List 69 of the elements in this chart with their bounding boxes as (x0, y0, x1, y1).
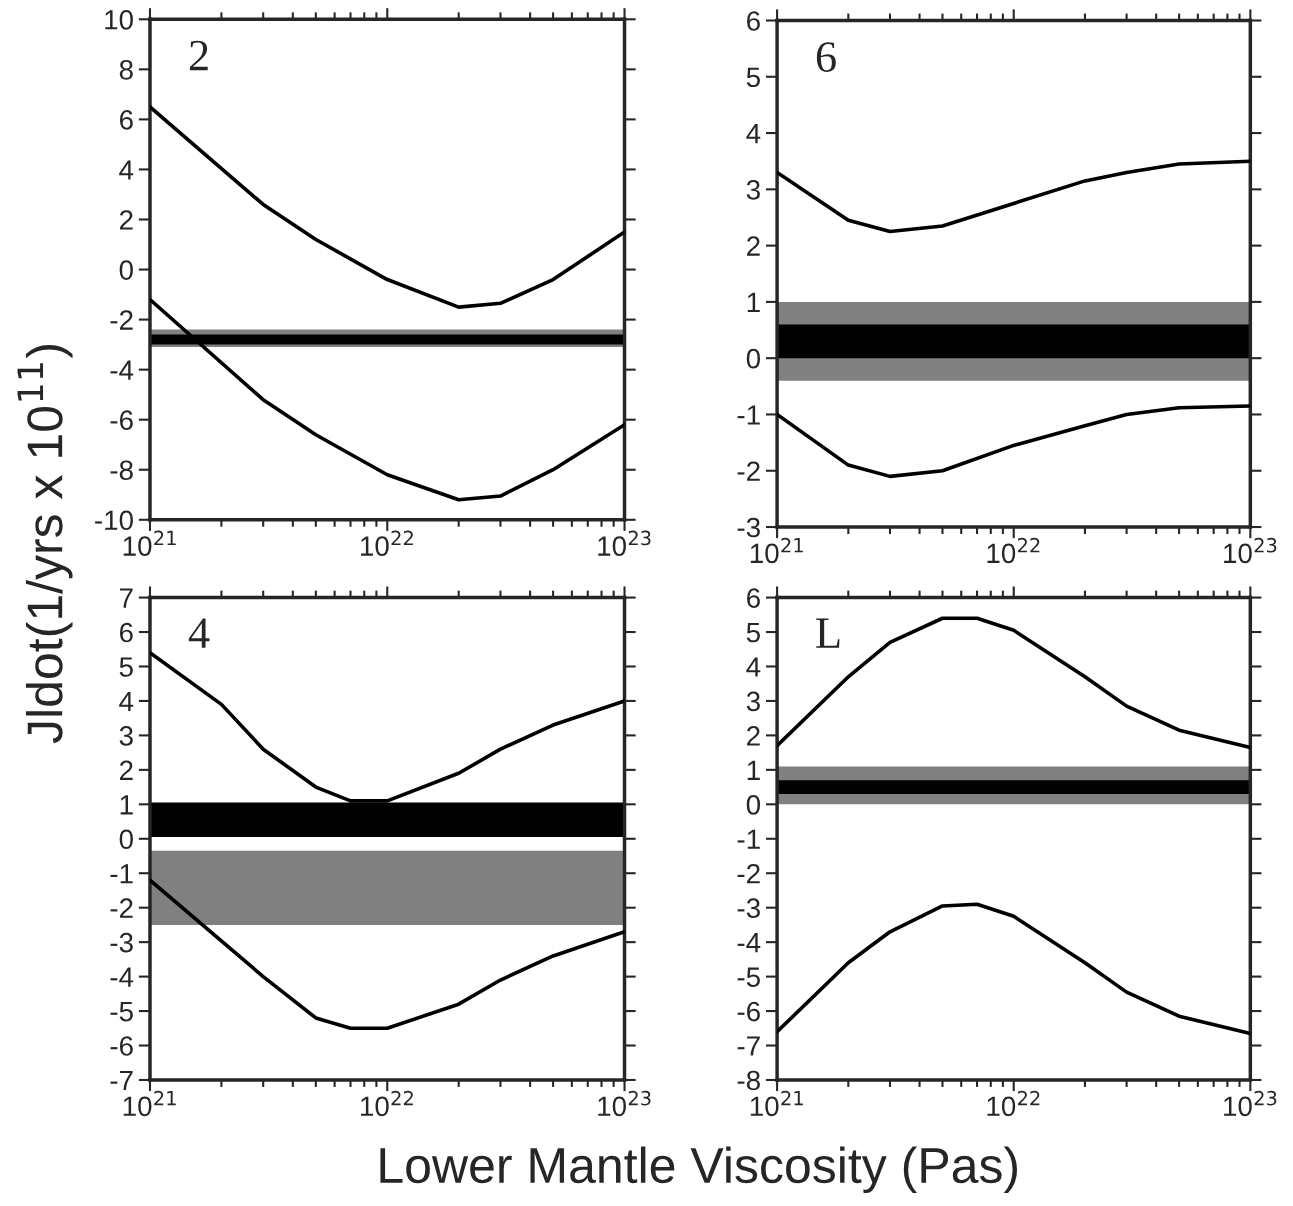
y-tick-label: 2 (747, 726, 760, 746)
x-tick-label: 10$^{23}$ (1224, 537, 1277, 564)
x-axis-title: Lower Mantle Viscosity (Pas) (380, 1146, 1018, 1194)
y-tick-label: -6 (737, 1001, 760, 1022)
y-tick-label: 5 (119, 657, 133, 677)
y-tick-label: -4 (110, 967, 134, 987)
y-tick-label: 3 (119, 726, 133, 746)
y-tick-label: -1 (737, 829, 760, 849)
y-tick-label: 6 (747, 11, 760, 31)
x-tick-label: 10$^{23}$ (598, 1090, 651, 1117)
y-tick-label: 3 (746, 691, 760, 712)
y-tick-label: -5 (737, 967, 760, 987)
x-tick-label: 10$^{22}$ (987, 537, 1040, 564)
x-tick-label: 10$^{22}$ (361, 530, 413, 556)
y-tick-label: 4 (119, 160, 134, 180)
y-tick-label: -6 (110, 410, 133, 431)
y-tick-label: 1 (120, 795, 133, 815)
y-tick-label: -7 (737, 1036, 760, 1056)
x-tick-label: 10$^{21}$ (123, 530, 176, 556)
y-tick-label: 8 (119, 60, 133, 80)
y-tick-label: -6 (110, 1036, 133, 1056)
x-tick-label: 10$^{21}$ (750, 1090, 803, 1117)
y-tick-label: -4 (110, 360, 134, 380)
x-tick-label: 10$^{22}$ (361, 1090, 413, 1117)
y-tick-label: 5 (746, 67, 760, 88)
y-tick-label: 1 (747, 760, 760, 780)
y-tick-label: -2 (737, 863, 760, 884)
y-tick-label: -10 (95, 510, 133, 531)
y-tick-label: 6 (747, 588, 760, 608)
annotation: 6 (816, 42, 836, 73)
y-axis-title: Jldot(1/yrs x 10$^{11}$) (17, 345, 73, 744)
y-tick-label: 4 (119, 691, 134, 712)
y-tick-label: 2 (747, 236, 760, 256)
y-tick-label: 0 (746, 794, 761, 815)
y-tick-label: -2 (110, 898, 133, 918)
x-tick-label: 10$^{21}$ (750, 537, 803, 564)
y-tick-label: -3 (737, 517, 760, 538)
y-tick-label: 6 (119, 622, 133, 643)
y-tick-label: 1 (747, 292, 760, 312)
y-tick-label: 4 (746, 124, 761, 144)
y-tick-label: 0 (119, 829, 133, 850)
x-tick-label: 10$^{23}$ (598, 530, 651, 556)
y-tick-label: 4 (746, 657, 761, 677)
y-tick-label: -3 (737, 898, 760, 919)
y-tick-label: -8 (737, 1070, 760, 1091)
y-tick-label: 5 (746, 622, 760, 643)
y-tick-label: -1 (737, 405, 760, 425)
y-tick-label: 0 (119, 260, 133, 280)
x-tick-label: 10$^{23}$ (1224, 1090, 1277, 1117)
y-tick-label: -7 (110, 1070, 133, 1091)
annotation: 2 (189, 40, 208, 71)
y-tick-label: 3 (746, 180, 760, 200)
y-tick-label: 2 (119, 210, 133, 230)
y-tick-label: -2 (737, 461, 760, 481)
y-tick-label: 2 (119, 760, 133, 780)
x-tick-label: 10$^{21}$ (123, 1090, 176, 1117)
annotation: L (816, 618, 840, 648)
x-tick-label: 10$^{22}$ (987, 1090, 1040, 1117)
y-tick-label: -3 (110, 932, 133, 953)
y-tick-label: -8 (110, 460, 133, 481)
y-tick-label: -1 (110, 864, 133, 884)
y-tick-label: -4 (737, 933, 761, 953)
y-tick-label: 6 (119, 110, 133, 130)
y-tick-label: -2 (110, 310, 133, 330)
y-tick-label: 7 (119, 588, 133, 608)
y-tick-label: -5 (110, 1002, 133, 1022)
annotation: 4 (188, 618, 210, 648)
y-tick-label: 0 (746, 348, 761, 369)
y-tick-label: 10 (105, 9, 133, 30)
